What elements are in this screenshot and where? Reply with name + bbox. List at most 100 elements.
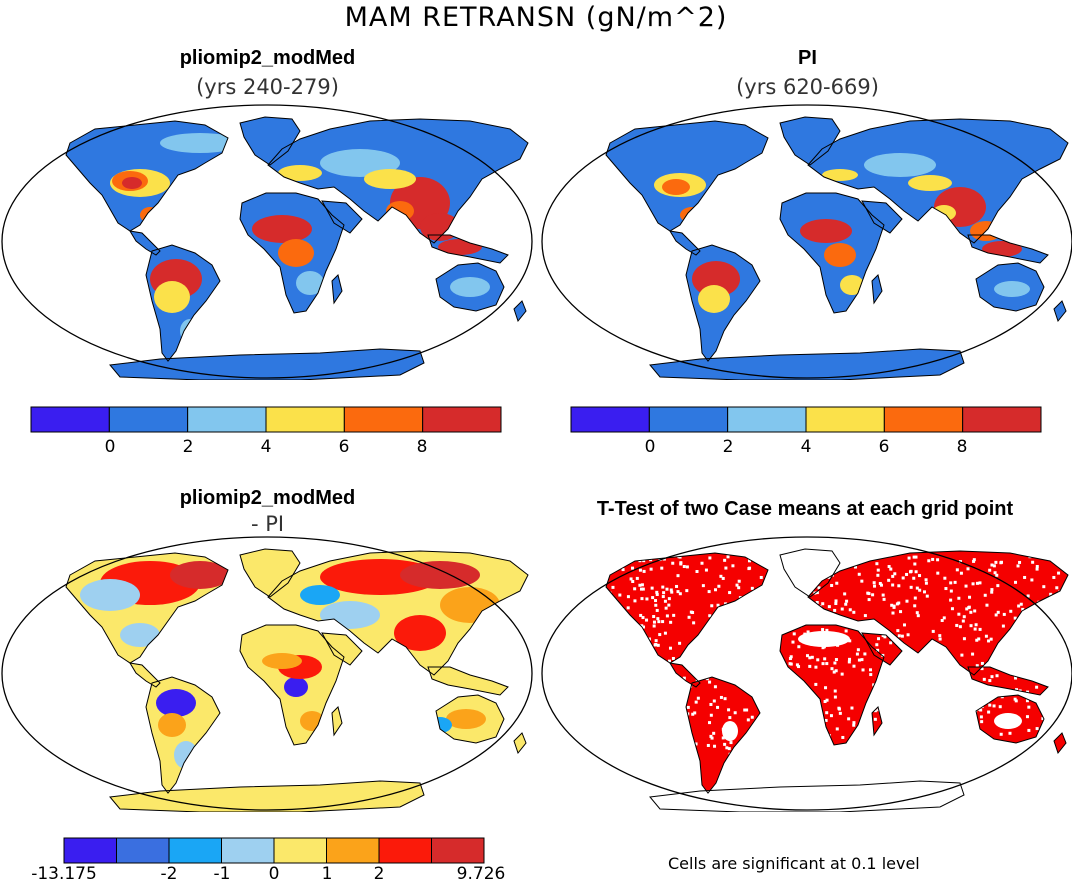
coastline — [331, 706, 343, 737]
map-frame — [541, 104, 1072, 379]
value-patch — [692, 261, 740, 297]
colorbar-swatch — [422, 406, 502, 433]
colorbar-swatch — [962, 406, 1042, 433]
value-patch — [908, 175, 952, 191]
land-camerica — [670, 663, 700, 687]
tick-label: 2 — [373, 864, 385, 884]
coastline — [967, 234, 1049, 264]
value-patch — [364, 169, 416, 189]
coastline — [65, 552, 229, 664]
value-patch — [450, 277, 490, 297]
tick-label: 2 — [722, 437, 734, 457]
coastline — [669, 662, 701, 688]
coastline — [779, 624, 885, 746]
tick-label: -1 — [213, 864, 231, 884]
value-patch — [160, 133, 240, 153]
coastline — [513, 300, 527, 323]
tick-label: 6 — [338, 437, 350, 457]
coastline — [239, 548, 301, 598]
panel-title-top-right: PI — [798, 47, 817, 69]
land-namerica — [606, 553, 768, 663]
coastline — [975, 262, 1045, 312]
value-patch — [824, 243, 856, 267]
colorbar-swatch — [805, 406, 885, 433]
tick-label: 4 — [260, 437, 272, 457]
colorbar-swatch — [116, 837, 170, 864]
coastline — [65, 120, 229, 232]
tick-label: 1 — [321, 864, 333, 884]
coastline — [779, 548, 841, 598]
coastline — [669, 230, 701, 256]
value-patch — [122, 177, 142, 189]
colorbar-swatch — [727, 406, 807, 433]
coastline — [239, 624, 345, 746]
colorbar-swatch — [378, 837, 432, 864]
map-frame — [1, 104, 533, 379]
land-seasia — [428, 667, 508, 695]
coastline — [129, 230, 161, 256]
panel-subtitle-bottom-left: - PI — [250, 512, 285, 536]
map-ttest — [541, 536, 1072, 812]
coastline — [685, 676, 761, 794]
land-camerica — [130, 231, 160, 255]
colorbar-swatch — [343, 406, 424, 433]
colorbar-swatch — [108, 406, 189, 433]
coastline — [435, 694, 505, 744]
colorbar-swatch — [273, 837, 327, 864]
value-patch — [982, 241, 1022, 257]
coastline — [331, 274, 343, 305]
significance-note: Cells are significant at 0.1 level — [668, 854, 920, 873]
colorbar-difference — [63, 837, 485, 864]
coastline — [649, 780, 965, 812]
value-patch — [994, 281, 1030, 297]
panel-title-top-left: pliomip2_modMed — [179, 47, 356, 69]
coastline — [605, 120, 769, 232]
colorbar-swatch — [570, 406, 650, 433]
panel-subtitle-top-left: (yrs 240-279) — [196, 75, 339, 99]
panel-subtitle-top-right: (yrs 620-669) — [736, 75, 879, 99]
coastline — [513, 732, 527, 755]
colorbar-swatch — [221, 837, 275, 864]
value-patch — [120, 623, 160, 647]
value-patch — [864, 153, 936, 177]
coastline — [871, 706, 883, 737]
coastline — [109, 348, 425, 380]
tick-label: -2 — [160, 864, 178, 884]
coastline — [321, 200, 363, 234]
coastline — [1053, 300, 1067, 323]
value-patch — [278, 165, 322, 181]
value-patch — [800, 219, 852, 243]
value-patch — [252, 215, 312, 243]
colorbar-swatch — [187, 406, 267, 433]
coastline — [1053, 732, 1067, 755]
tick-label: 8 — [416, 437, 428, 457]
coastline — [861, 200, 903, 234]
land-camerica — [670, 231, 700, 255]
value-patch — [300, 585, 340, 605]
coastline — [427, 666, 509, 696]
map-frame — [1, 536, 533, 811]
coastline — [145, 676, 221, 794]
coastline — [239, 116, 301, 166]
value-patch — [170, 561, 230, 589]
coastline — [649, 348, 965, 380]
colorbar-swatch — [30, 406, 110, 433]
coastline — [861, 632, 903, 666]
tick-label: 4 — [800, 437, 812, 457]
coastline — [129, 662, 161, 688]
map-pliomip2 — [1, 104, 533, 380]
colorbar-swatch — [265, 406, 345, 433]
colorbar-absolute-left — [30, 406, 502, 433]
value-patch — [394, 615, 446, 651]
land-seasia — [968, 667, 1048, 695]
colorbar-swatch — [326, 837, 380, 864]
tick-label: 0 — [644, 437, 656, 457]
tick-label: 8 — [956, 437, 968, 457]
colorbar-swatch — [648, 406, 729, 433]
value-patch — [278, 239, 314, 267]
value-patch — [698, 285, 730, 313]
coastline — [109, 780, 425, 812]
map-pi — [541, 104, 1072, 380]
panel-title-bottom-left: pliomip2_modMed — [179, 487, 356, 509]
value-patch — [154, 281, 190, 313]
